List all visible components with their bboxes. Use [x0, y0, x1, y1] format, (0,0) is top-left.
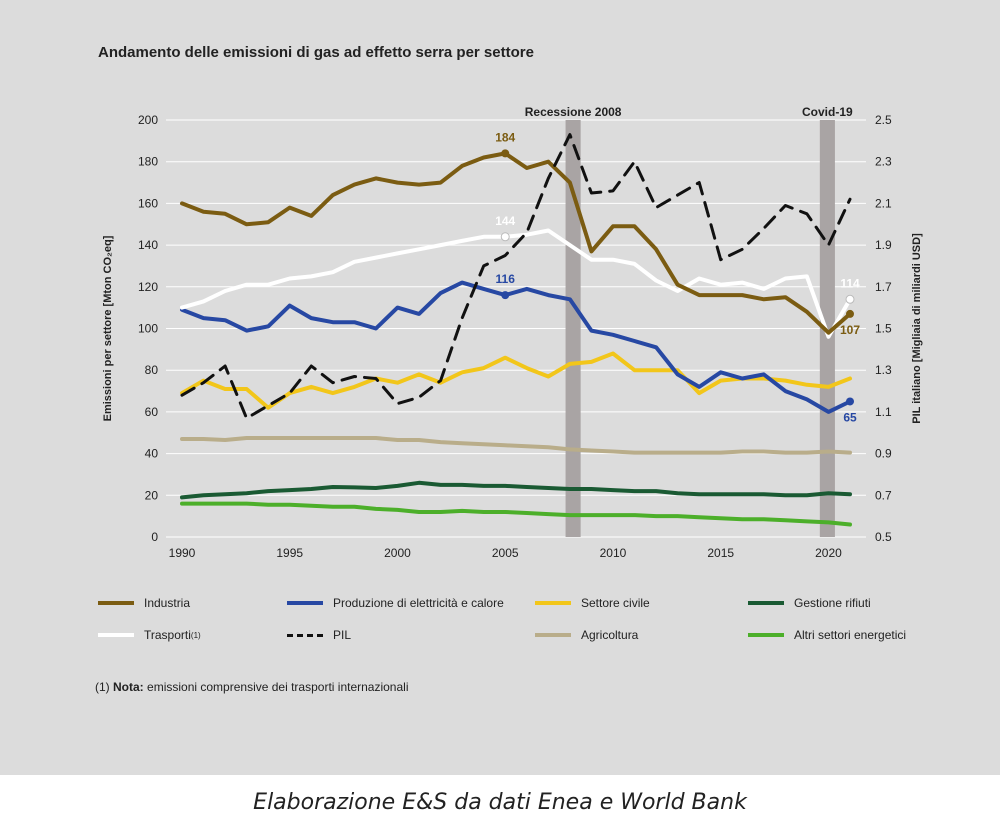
footnote-marker: (1) — [95, 680, 110, 694]
y-tick-label-120: 120 — [138, 280, 158, 294]
y-tick-label-80: 80 — [145, 363, 159, 377]
point-marker-produzione-di-elettricita-e-calore-2021 — [846, 397, 854, 406]
legend-swatch-settore-civile — [535, 601, 571, 605]
point-marker-industria-2021 — [846, 309, 854, 318]
x-tick-label-1990: 1990 — [169, 546, 196, 560]
legend-item-settore-civile: Settore civile — [535, 595, 650, 611]
legend-label-settore-civile: Settore civile — [581, 596, 650, 610]
legend-swatch-altri-settori-energetici — [748, 633, 784, 637]
source-caption: Elaborazione E&S da dati Enea e World Ba… — [253, 790, 747, 815]
y-tick-label-100: 100 — [138, 322, 158, 336]
legend-item-altri-settori-energetici: Altri settori energetici — [748, 627, 906, 643]
legend-item-pil: PIL — [287, 627, 351, 643]
series-line-agricoltura — [180, 436, 852, 455]
y2-tick-label-2-3: 2.3 — [875, 155, 892, 169]
y2-axis-title: PIL italiano [Migliaia di miliardi USD] — [911, 233, 923, 424]
x-tick-label-2005: 2005 — [492, 546, 519, 560]
legend-note-trasporti: (1) — [190, 630, 201, 640]
x-tick-label-2020: 2020 — [815, 546, 842, 560]
legend-swatch-pil — [287, 633, 323, 637]
data-label-industria-2021: 107 — [840, 323, 860, 337]
legend-label-industria: Industria — [144, 596, 191, 610]
y-tick-label-160: 160 — [138, 196, 158, 210]
legend-swatch-gestione-rifiuti — [748, 601, 784, 605]
legend-swatch-trasporti — [98, 633, 134, 637]
legend-item-industria: Industria — [98, 595, 190, 611]
series-line-settore-civile — [180, 351, 852, 410]
legend-label-pil: PIL — [333, 628, 352, 642]
series-line-produzione-di-elettricita-e-calore — [180, 280, 852, 414]
band-label-covid-19: Covid-19 — [802, 105, 853, 119]
point-marker-industria-2005 — [501, 149, 510, 158]
y2-tick-label-2-5: 2.5 — [875, 113, 892, 127]
band-label-recessione-2008: Recessione 2008 — [525, 105, 622, 119]
series-line-trasporti — [180, 228, 852, 339]
y2-tick-label-1-9: 1.9 — [875, 238, 892, 252]
point-marker-trasporti-2005 — [500, 232, 510, 242]
y-tick-label-200: 200 — [138, 113, 158, 127]
y2-tick-label-1-1: 1.1 — [875, 405, 892, 419]
y2-tick-label-0-5: 0.5 — [875, 530, 892, 544]
y2-tick-label-1-7: 1.7 — [875, 280, 892, 294]
x-tick-label-1995: 1995 — [276, 546, 303, 560]
legend-label-agricoltura: Agricoltura — [581, 628, 639, 642]
legend-swatch-agricoltura — [535, 633, 571, 637]
data-label-industria-2005: 184 — [495, 130, 515, 144]
legend-item-produzione-di-elettricita-e-calore: Produzione di elettricità e calore — [287, 595, 504, 611]
footnote: (1) Nota: emissioni comprensive dei tras… — [95, 680, 408, 694]
legend-label-produzione-di-elettricita-e-calore: Produzione di elettricità e calore — [333, 596, 504, 610]
legend-label-trasporti: Trasporti — [144, 628, 191, 642]
x-tick-label-2015: 2015 — [707, 546, 734, 560]
band-recessione-2008 — [565, 120, 581, 537]
series-line-pil — [180, 133, 852, 420]
chart-svg: 0 20 40 60 80 100 120 140 160 180 200 0.5 0.7 0.9 1.1 1… — [102, 105, 923, 560]
y2-tick-label-0-9: 0.9 — [875, 447, 892, 461]
x-tick-label-2010: 2010 — [600, 546, 627, 560]
legend-label-gestione-rifiuti: Gestione rifiuti — [794, 596, 871, 610]
data-label-trasporti-2005: 144 — [495, 214, 515, 228]
series-line-altri-settori-energetici — [180, 501, 852, 527]
y-tick-label-60: 60 — [145, 405, 159, 419]
legend-item-agricoltura: Agricoltura — [535, 627, 638, 643]
legend-item-trasporti: Trasporti (1) — [98, 627, 201, 643]
point-marker-trasporti-2021 — [845, 294, 855, 304]
y2-tick-label-1-5: 1.5 — [875, 322, 892, 336]
y-tick-label-180: 180 — [138, 155, 158, 169]
legend-swatch-industria — [98, 601, 134, 605]
y-axis-title: Emissioni per settore [Mton CO₂eq] — [102, 235, 114, 421]
legend-label-altri-settori-energetici: Altri settori energetici — [794, 628, 907, 642]
data-label-trasporti-2021: 114 — [840, 276, 860, 290]
footnote-text: emissioni comprensive dei trasporti inte… — [147, 680, 409, 694]
y2-tick-label-1-3: 1.3 — [875, 363, 892, 377]
y-tick-label-140: 140 — [138, 238, 158, 252]
chart-title: Andamento delle emissioni di gas ad effe… — [98, 44, 534, 61]
legend-item-gestione-rifiuti: Gestione rifiuti — [748, 595, 871, 611]
series-line-gestione-rifiuti — [180, 480, 852, 500]
y2-tick-label-0-7: 0.7 — [875, 488, 892, 502]
data-label-produzione-di-elettricita-e-calore-2021: 65 — [843, 410, 857, 424]
point-marker-produzione-di-elettricita-e-calore-2005 — [501, 291, 510, 300]
y-tick-label-40: 40 — [145, 447, 159, 461]
y-tick-label-0: 0 — [151, 530, 158, 544]
footnote-label: Nota: — [113, 680, 144, 694]
y2-tick-label-2-1: 2.1 — [875, 196, 892, 210]
legend-swatch-produzione-di-elettricita-e-calore — [287, 601, 323, 605]
y-tick-label-20: 20 — [145, 488, 159, 502]
x-tick-label-2000: 2000 — [384, 546, 411, 560]
series-line-industria — [180, 151, 852, 335]
data-label-produzione-di-elettricita-e-calore-2005: 116 — [496, 272, 516, 286]
